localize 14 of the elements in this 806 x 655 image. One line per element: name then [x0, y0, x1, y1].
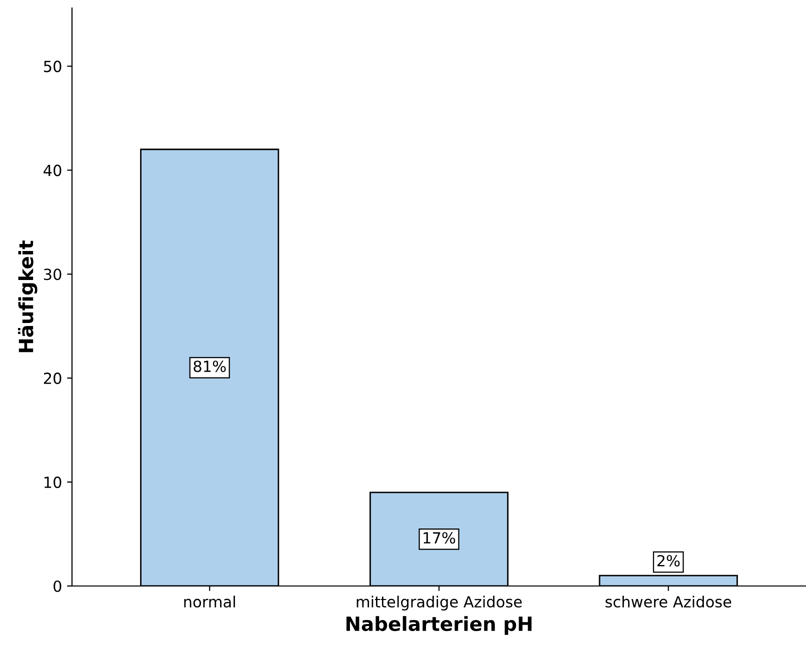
y-tick-label: 30 [44, 268, 62, 280]
annotation: 81% [194, 360, 226, 372]
y-tick-label: 20 [44, 372, 62, 384]
annotation: 2% [657, 554, 680, 567]
y-tick-label: 0 [54, 580, 62, 592]
y-axis-title: Häufigkeit [18, 240, 38, 352]
x-axis-title: Nabelarterien pH [346, 616, 532, 635]
x-tick-label: mittelgradige Azidose [356, 596, 522, 611]
annotation: 17% [424, 532, 456, 544]
x-tick-label: normal [184, 596, 235, 608]
y-tick-label: 10 [44, 476, 62, 488]
x-tick-label: schwere Azidose [606, 596, 732, 608]
y-tick-label: 40 [44, 164, 62, 176]
y-tick-label: 50 [44, 60, 62, 72]
